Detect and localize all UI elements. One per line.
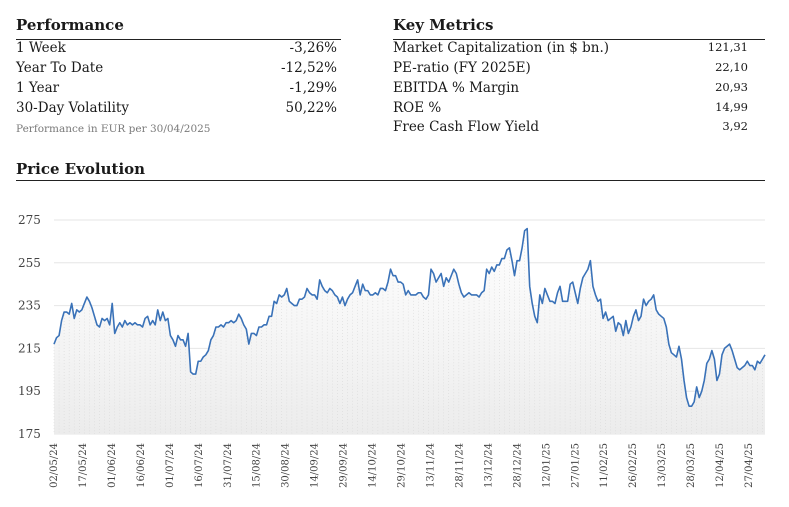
x-tick-label: 28/03/25 [686,443,697,488]
performance-label: 1 Year [16,80,60,96]
x-tick-label: 12/04/25 [715,443,726,488]
price-evolution-rule [16,180,765,181]
x-tick-label: 14/09/24 [310,443,321,488]
key-metrics-row-pe: PE-ratio (FY 2025E) 22,10 [393,60,748,76]
performance-label: 1 Week [16,40,66,56]
performance-label: 30-Day Volatility [16,100,129,116]
performance-row-1year: 1 Year -1,29% [16,80,337,96]
x-tick-label: 31/07/24 [223,443,234,488]
x-tick-label: 28/12/24 [512,443,523,488]
key-metrics-row-roe: ROE % 14,99 [393,100,748,116]
key-metrics-value: 20,93 [715,80,748,94]
key-metrics-value: 22,10 [715,60,748,74]
x-tick-label: 29/09/24 [339,443,350,488]
x-tick-label: 13/12/24 [483,443,494,488]
performance-row-volatility: 30-Day Volatility 50,22% [16,100,337,116]
x-tick-label: 13/03/25 [657,443,668,488]
x-tick-label: 27/04/25 [744,443,755,488]
performance-note: Performance in EUR per 30/04/2025 [16,123,211,135]
performance-label: Year To Date [16,60,104,76]
key-metrics-row-ebitda: EBITDA % Margin 20,93 [393,80,748,96]
price-line [53,227,766,407]
x-tick-label: 29/10/24 [397,443,408,488]
x-tick-label: 28/11/24 [454,443,465,488]
performance-value: -3,26% [289,40,337,56]
performance-row-ytd: Year To Date -12,52% [16,60,337,76]
key-metrics-value: 14,99 [715,100,748,114]
x-tick-label: 27/01/25 [570,443,581,488]
y-tick-label: 275 [18,213,41,227]
performance-title: Performance [16,16,124,34]
key-metrics-rule [393,39,765,40]
key-metrics-label: EBITDA % Margin [393,80,520,96]
x-tick-label: 30/08/24 [281,443,292,488]
y-tick-label: 175 [18,427,41,441]
performance-value: -12,52% [280,60,337,76]
performance-rule [16,39,341,40]
y-tick-label: 255 [18,256,41,270]
x-tick-label: 12/01/25 [541,443,552,488]
x-tick-label: 13/11/24 [425,443,436,488]
key-metrics-label: ROE % [393,100,442,116]
key-metrics-title: Key Metrics [393,16,494,34]
performance-row-1week: 1 Week -3,26% [16,40,337,56]
y-tick-label: 235 [18,299,41,313]
x-tick-label: 16/07/24 [194,443,205,488]
price-chart: 275 255 235 215 195 175 02/05/24 17/05/24 01/06/… [18,213,766,488]
key-metrics-value: 121,31 [707,40,748,54]
performance-value: -1,29% [289,80,337,96]
key-metrics-label: PE-ratio (FY 2025E) [393,60,531,76]
price-area [54,228,765,434]
y-tick-label: 195 [18,384,41,398]
x-tick-label: 14/10/24 [368,443,379,488]
performance-value: 50,22% [285,100,337,116]
x-tick-label: 26/02/25 [628,443,639,488]
key-metrics-label: Free Cash Flow Yield [393,119,539,135]
x-tick-label: 02/05/24 [49,443,60,488]
key-metrics-label: Market Capitalization (in $ bn.) [393,40,610,56]
x-tick-label: 01/07/24 [165,443,176,488]
y-tick-label: 215 [18,341,41,355]
key-metrics-row-market-cap: Market Capitalization (in $ bn.) 121,31 [393,40,748,56]
x-tick-label: 15/08/24 [252,443,263,488]
key-metrics-value: 3,92 [722,119,748,133]
x-tick-label: 17/05/24 [78,443,89,488]
key-metrics-row-fcf-yield: Free Cash Flow Yield 3,92 [393,119,748,135]
price-evolution-title: Price Evolution [16,160,146,178]
x-tick-label: 16/06/24 [136,443,147,488]
x-tick-label: 01/06/24 [107,443,118,488]
x-tick-label: 11/02/25 [599,443,610,488]
